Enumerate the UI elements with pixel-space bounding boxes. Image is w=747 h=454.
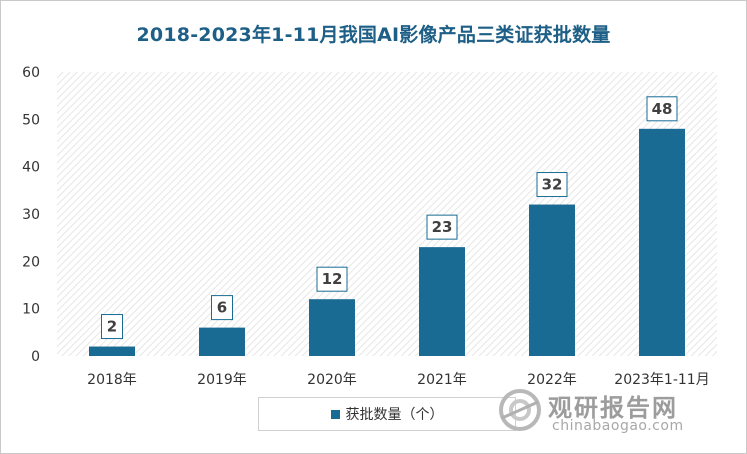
chart-title: 2018-2023年1-11月我国AI影像产品三类证获批数量 [136, 24, 611, 46]
data-label-box [211, 295, 233, 321]
plot-area [57, 72, 717, 356]
x-tick-label: 2021年 [417, 372, 467, 388]
watermark-logo-icon [499, 389, 541, 431]
data-label: 32 [536, 172, 568, 198]
data-label-box [536, 172, 568, 198]
legend-swatch [330, 409, 340, 419]
x-tick-label: 2020年 [307, 372, 357, 388]
bar [529, 204, 575, 356]
y-tick-label: 40 [22, 160, 40, 176]
bar [199, 327, 245, 356]
watermark-text-cn: 观研报告网 [548, 394, 678, 422]
legend: 获批数量（个） [258, 397, 516, 431]
data-label-box [316, 266, 348, 292]
watermark-text-en: chinabaogao.com [552, 418, 684, 434]
data-label-text: 2 [107, 318, 117, 336]
data-label: 23 [426, 214, 458, 240]
data-label: 2 [101, 314, 123, 340]
legend-label: 获批数量（个） [345, 407, 444, 423]
data-label-box [101, 314, 123, 340]
x-tick-label: 2019年 [197, 372, 247, 388]
bar [309, 299, 355, 356]
data-label-text: 23 [432, 218, 453, 236]
data-label-box [426, 214, 458, 240]
watermark: 观研报告网 chinabaogao.com [498, 382, 738, 442]
y-tick-label: 10 [22, 302, 40, 318]
y-tick-label: 60 [22, 65, 40, 81]
data-label: 6 [211, 295, 233, 321]
data-label-text: 32 [542, 176, 563, 194]
bar [639, 128, 685, 356]
bar [419, 247, 465, 356]
y-tick-label: 30 [22, 207, 40, 223]
data-label: 48 [646, 96, 678, 122]
x-tick-label: 2018年 [87, 372, 137, 388]
data-label-text: 6 [217, 299, 227, 317]
data-label-text: 48 [652, 100, 673, 118]
y-tick-label: 0 [31, 349, 40, 365]
x-tick-label: 2023年1-11月 [614, 372, 709, 388]
data-label-box [646, 96, 678, 122]
y-tick-label: 20 [22, 254, 40, 270]
data-label-text: 12 [322, 270, 343, 288]
bar [89, 346, 135, 356]
data-label: 12 [316, 266, 348, 292]
y-tick-label: 50 [22, 112, 40, 128]
x-tick-label: 2022年 [527, 372, 577, 388]
